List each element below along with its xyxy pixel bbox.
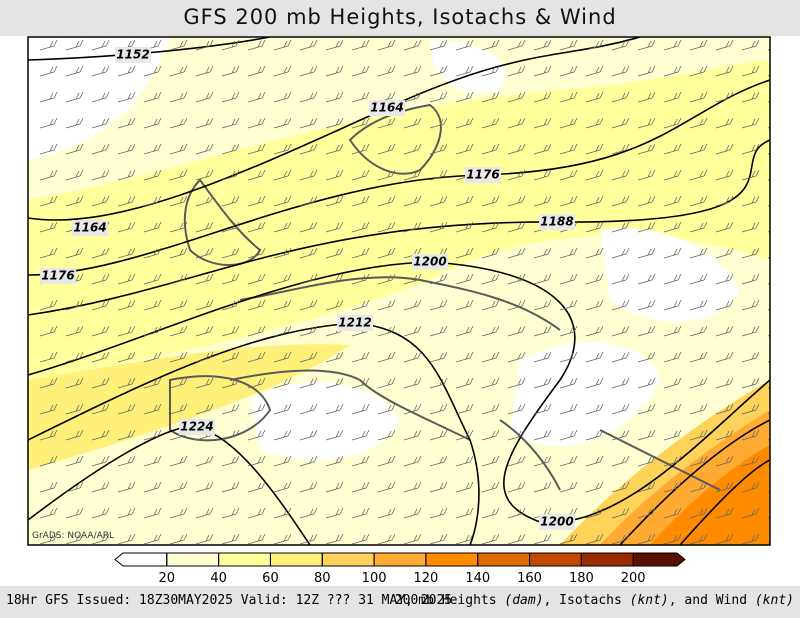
colorbar-swatch — [373, 552, 427, 567]
contour-label-bg — [412, 254, 448, 270]
colorbar-swatch — [114, 552, 168, 567]
isotach-shading — [28, 37, 770, 545]
colorbar-swatch — [477, 552, 531, 567]
credit: GrADS: NOAA/ARL — [32, 531, 114, 541]
contour-label-bg — [72, 220, 108, 236]
colorbar-swatch — [269, 552, 323, 567]
colorbar-tick-label: 200 — [621, 571, 646, 586]
contour-label-bg — [179, 419, 215, 435]
colorbar-swatch — [529, 552, 582, 567]
footer: 18Hr GFS Issued: 18Z30MAY2025 Valid: 12Z… — [0, 586, 800, 618]
contour-label-bg — [115, 47, 151, 63]
contour-label-bg — [337, 315, 373, 331]
colorbar-tick-label: 180 — [569, 571, 594, 586]
footer-text: (knt) — [754, 593, 794, 608]
contour-label-bg — [369, 100, 405, 116]
contour-label: 1164 — [73, 221, 106, 235]
colorbar: 20 40 60 80 100 120 140 160 180 200 — [114, 552, 686, 586]
contour-label: 1176 — [466, 168, 499, 182]
contour-labels: 1152 1164 1176 1164 1188 1176 1200 1212 1224 1200 — [40, 47, 575, 530]
contour-label: 1224 — [180, 420, 213, 434]
colorbar-swatch — [580, 552, 634, 567]
colorbar-swatch — [425, 552, 479, 567]
contour-label: 1200 — [540, 515, 573, 529]
footer-left: 18Hr GFS Issued: 18Z30MAY2025 Valid: 12Z… — [6, 593, 453, 608]
colorbar-swatch — [632, 552, 686, 567]
colorbar-swatch — [218, 552, 271, 567]
contour-label-bg — [40, 268, 76, 284]
colorbar-tick-label: 60 — [262, 571, 279, 586]
colorbar-tick-label: 80 — [314, 571, 331, 586]
colorbar-tick-label: 160 — [517, 571, 542, 586]
colorbar-swatch — [321, 552, 375, 567]
footer-text: 200mb Heights — [394, 593, 505, 608]
wind-barbs — [39, 39, 770, 545]
contour-label: 1176 — [41, 269, 74, 283]
footer-text: (knt) — [629, 593, 669, 608]
footer-text: , and Wind — [668, 593, 755, 608]
colorbar-tick-label: 20 — [159, 571, 176, 586]
contour-label-bg — [539, 214, 575, 230]
colorbar-swatch — [166, 552, 220, 567]
contour-label: 1152 — [116, 48, 149, 62]
contour-label-bg — [465, 167, 501, 183]
footer-right: 200mb Heights (dam), Isotachs (knt), and… — [395, 593, 794, 608]
footer-text: , Isotachs — [543, 593, 630, 608]
coastlines — [169, 103, 721, 491]
contour-label: 1200 — [413, 255, 446, 269]
colorbar-tick-label: 100 — [362, 571, 387, 586]
contour-label: 1212 — [338, 316, 371, 330]
map: 1152 1164 1176 1164 1188 1176 1200 1212 1224 1200… — [27, 36, 771, 586]
colorbar-tick-label: 40 — [210, 571, 227, 586]
colorbar-tick-label: 120 — [413, 571, 438, 586]
contour-label: 1164 — [370, 101, 403, 115]
map-title: GFS 200 mb Heights, Isotachs & Wind — [0, 0, 800, 36]
contour-label: 1188 — [540, 215, 573, 229]
footer-text: (dam) — [504, 593, 544, 608]
colorbar-tick-label: 140 — [465, 571, 490, 586]
map-frame — [27, 36, 771, 546]
contour-label-bg — [539, 514, 575, 530]
